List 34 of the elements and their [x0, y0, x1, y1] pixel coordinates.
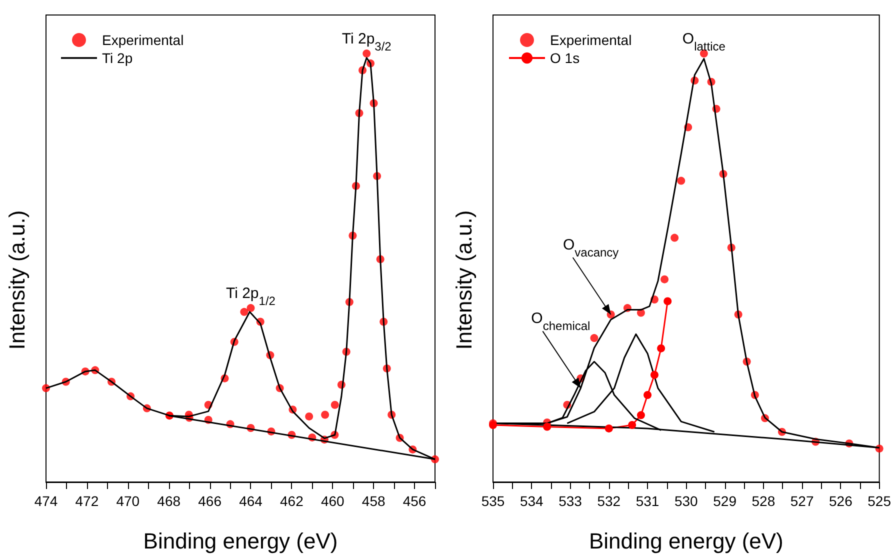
annotation: Ti 2p$_{3/2}$ — [342, 30, 392, 54]
x-tick-label: 525 — [867, 493, 891, 509]
x-tick-label: 528 — [751, 493, 775, 509]
x-tick-label: 529 — [712, 493, 736, 509]
x-tick-label: 527 — [790, 493, 814, 509]
legend-label: Experimental — [102, 32, 184, 48]
x-tick-label: 470 — [116, 493, 140, 509]
y-axis-title: Intensity (a.u.) — [4, 210, 30, 350]
legend-label: O 1s — [550, 50, 580, 66]
x-tick-label: 534 — [519, 493, 544, 509]
x-tick-label: 535 — [480, 493, 504, 509]
x-tick-label: 458 — [362, 493, 386, 509]
annotation: Ti 2p$_{1/2}$ — [226, 285, 276, 308]
x-tick-label: 531 — [635, 493, 659, 509]
x-tick-label: 466 — [198, 493, 222, 509]
x-tick-label: 464 — [239, 493, 263, 509]
legend-label: Ti 2p — [102, 50, 133, 66]
x-tick-label: 460 — [320, 493, 345, 509]
x-tick-label: 533 — [558, 493, 582, 509]
x-axis-title: Binding energy (eV) — [143, 528, 338, 554]
y-axis-title: Intensity (a.u.) — [451, 210, 476, 350]
legend-label: Experimental — [550, 32, 632, 48]
annotation: O$_{vacancy}$ — [562, 236, 618, 260]
x-tick-label: 456 — [402, 493, 426, 509]
x-axis-title: Binding energy (eV) — [588, 528, 783, 554]
x-tick-label: 474 — [34, 493, 58, 509]
annotation: O$_{chemical}$ — [530, 310, 590, 334]
annotation: O$_{lattice}$ — [682, 30, 726, 54]
x-tick-label: 462 — [280, 493, 304, 509]
x-tick-label: 532 — [596, 493, 620, 509]
x-tick-label: 468 — [157, 493, 181, 509]
x-tick-label: 526 — [828, 493, 852, 509]
x-tick-label: 530 — [674, 493, 698, 509]
x-tick-label: 472 — [75, 493, 99, 509]
